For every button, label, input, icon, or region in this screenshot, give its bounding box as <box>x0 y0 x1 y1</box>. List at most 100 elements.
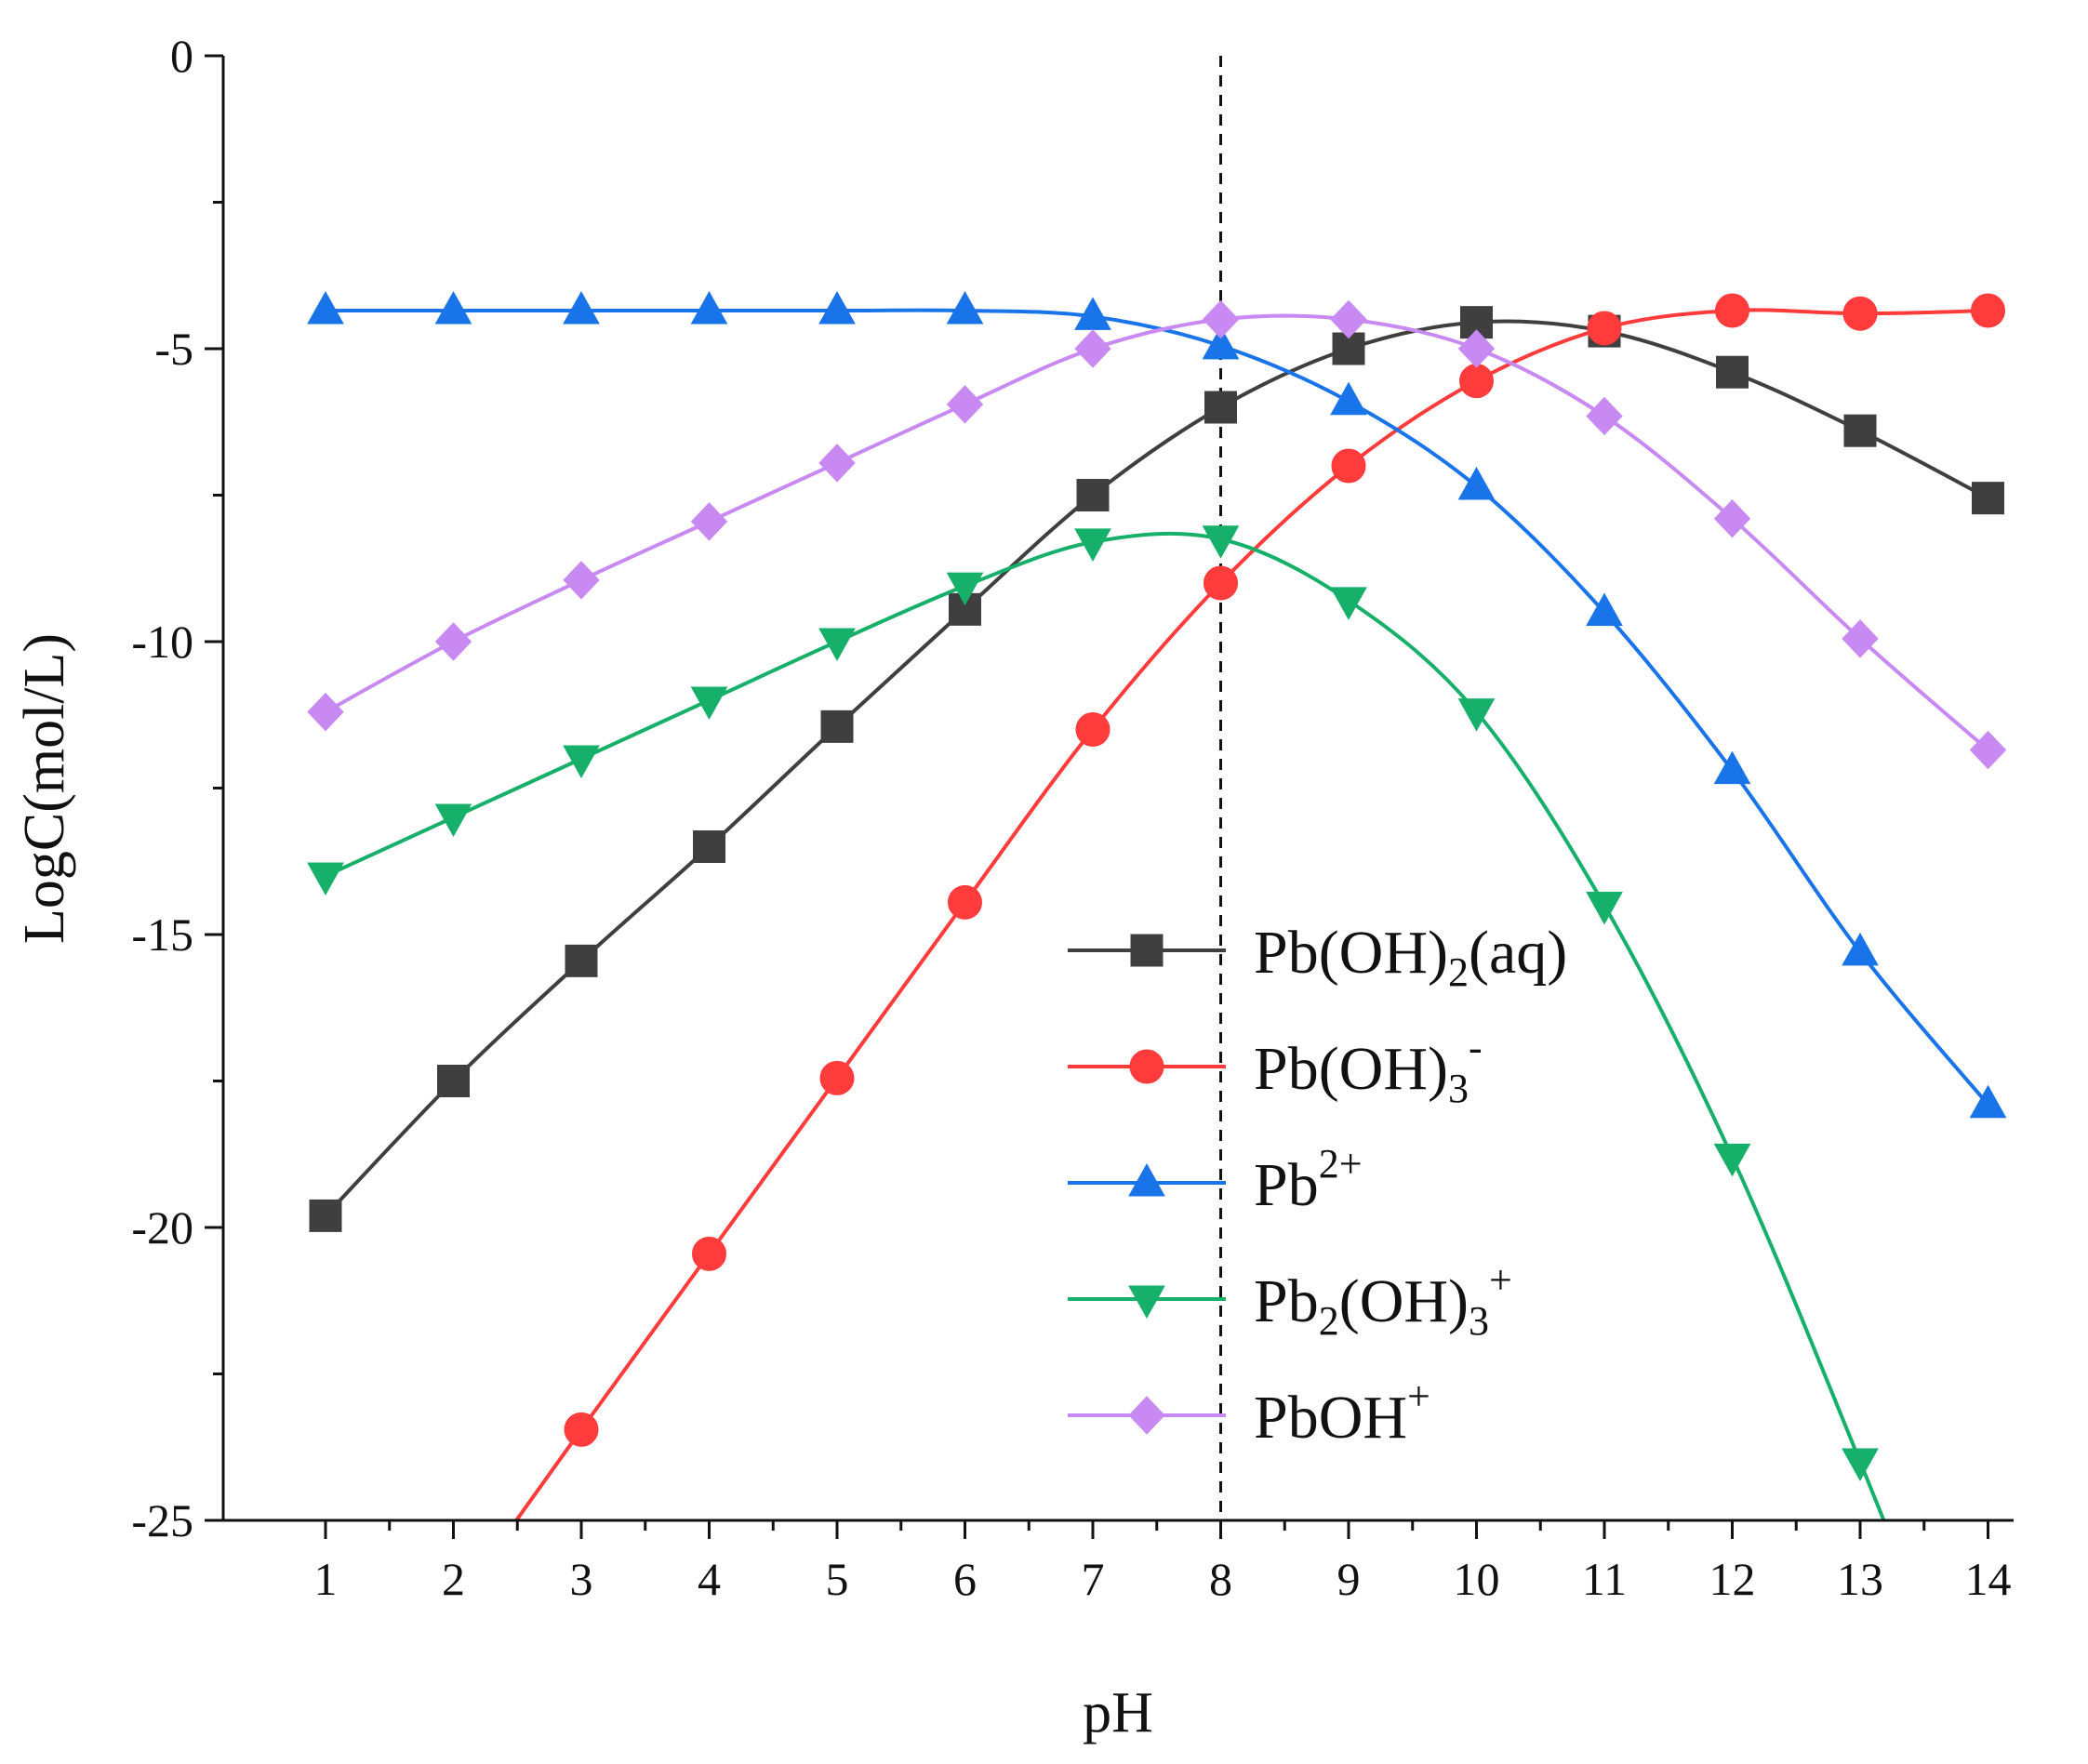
data-point <box>1587 311 1622 346</box>
data-point <box>1842 1448 1879 1482</box>
y-tick-label: -5 <box>154 323 193 375</box>
x-tick-label: 14 <box>1965 1553 2012 1605</box>
data-point <box>1202 299 1240 339</box>
x-tick-label: 5 <box>826 1553 849 1605</box>
legend-marker <box>1128 1396 1165 1435</box>
data-point <box>1204 391 1237 424</box>
legend-item-1: Pb(OH)3- <box>1068 1025 1483 1111</box>
legend: Pb(OH)2(aq) Pb(OH)3- Pb2+ Pb2(OH)3+ PbOH+ <box>1068 919 1567 1452</box>
data-point <box>1457 467 1496 500</box>
data-point <box>819 1060 855 1095</box>
data-point <box>307 291 344 325</box>
data-point <box>565 944 598 977</box>
data-point <box>1076 479 1110 511</box>
data-point <box>1331 448 1366 484</box>
data-point <box>1715 293 1749 328</box>
data-point <box>1713 498 1751 538</box>
data-point <box>1842 296 1878 331</box>
data-point <box>1074 528 1111 562</box>
legend-item-0: Pb(OH)2(aq) <box>1068 919 1567 995</box>
data-point <box>948 884 982 920</box>
data-point <box>1713 1143 1751 1177</box>
data-point <box>693 830 725 863</box>
data-point <box>818 444 856 483</box>
series-1 <box>513 293 2005 1520</box>
data-point <box>307 692 344 732</box>
data-point <box>1716 355 1749 389</box>
data-point <box>1457 698 1496 732</box>
data-point <box>818 291 856 325</box>
legend-label: Pb2+ <box>1254 1141 1363 1219</box>
data-point <box>434 291 472 325</box>
data-point <box>1074 329 1111 368</box>
legend-marker <box>1128 1285 1165 1320</box>
x-tick-label: 3 <box>570 1553 593 1605</box>
data-point <box>1330 587 1367 620</box>
legend-marker <box>1130 934 1164 967</box>
legend-item-3: Pb2(OH)3+ <box>1068 1257 1512 1344</box>
data-point <box>1586 396 1623 436</box>
x-tick-label: 1 <box>314 1553 338 1605</box>
x-tick-label: 11 <box>1582 1553 1627 1605</box>
data-point <box>1972 482 2004 515</box>
x-tick-label: 6 <box>953 1553 977 1605</box>
data-point <box>690 291 728 325</box>
x-tick-label: 13 <box>1837 1553 1883 1605</box>
data-point <box>692 1236 726 1271</box>
x-tick-label: 10 <box>1454 1553 1500 1605</box>
legend-label: Pb(OH)2(aq) <box>1254 919 1567 995</box>
y-tick-label: -10 <box>131 616 193 668</box>
data-point <box>690 686 728 721</box>
data-point <box>1969 1084 2007 1119</box>
legend-item-4: PbOH+ <box>1068 1373 1430 1452</box>
x-tick-label: 7 <box>1082 1553 1105 1605</box>
data-point <box>690 502 728 541</box>
series-3 <box>307 525 1886 1520</box>
data-point <box>818 628 856 662</box>
data-point <box>1330 381 1367 416</box>
data-point <box>1843 414 1877 447</box>
legend-item-2: Pb2+ <box>1068 1141 1363 1219</box>
y-tick-label: 0 <box>170 30 193 82</box>
data-point <box>434 803 472 838</box>
x-tick-label: 9 <box>1337 1553 1361 1605</box>
data-point <box>307 862 344 896</box>
data-point <box>1075 712 1110 747</box>
series-4 <box>307 299 2007 770</box>
y-tick-label: -20 <box>131 1201 193 1253</box>
y-tick-label: -25 <box>131 1494 193 1546</box>
data-point <box>563 291 600 325</box>
legend-marker <box>1129 1049 1164 1084</box>
data-point <box>820 710 854 743</box>
data-point <box>309 1199 342 1232</box>
legend-marker <box>1128 1162 1165 1197</box>
x-tick-label: 8 <box>1209 1553 1232 1605</box>
data-point <box>1459 364 1494 399</box>
legend-label: PbOH+ <box>1254 1373 1430 1452</box>
y-axis-title: LogC(mol/L) <box>13 633 76 944</box>
legend-label: Pb(OH)3- <box>1254 1025 1483 1111</box>
data-point <box>1971 293 2005 328</box>
series-2 <box>307 291 2007 1119</box>
data-point <box>1457 329 1496 368</box>
legend-label: Pb2(OH)3+ <box>1254 1257 1512 1344</box>
data-point <box>437 1065 470 1097</box>
y-tick-label: -15 <box>131 909 193 961</box>
data-point <box>434 622 472 661</box>
data-point <box>946 385 984 424</box>
data-point <box>1713 750 1751 785</box>
x-axis-title: pH <box>1083 1681 1153 1744</box>
data-point <box>1842 619 1879 658</box>
data-point <box>564 1412 599 1447</box>
series-line <box>325 531 1886 1520</box>
x-tick-label: 2 <box>442 1553 465 1605</box>
data-point <box>563 561 600 600</box>
data-point <box>1330 299 1367 339</box>
data-point <box>1202 525 1240 559</box>
x-tick-label: 12 <box>1709 1553 1756 1605</box>
data-point <box>1842 932 1879 966</box>
data-point <box>1586 592 1623 626</box>
data-point <box>563 745 600 779</box>
